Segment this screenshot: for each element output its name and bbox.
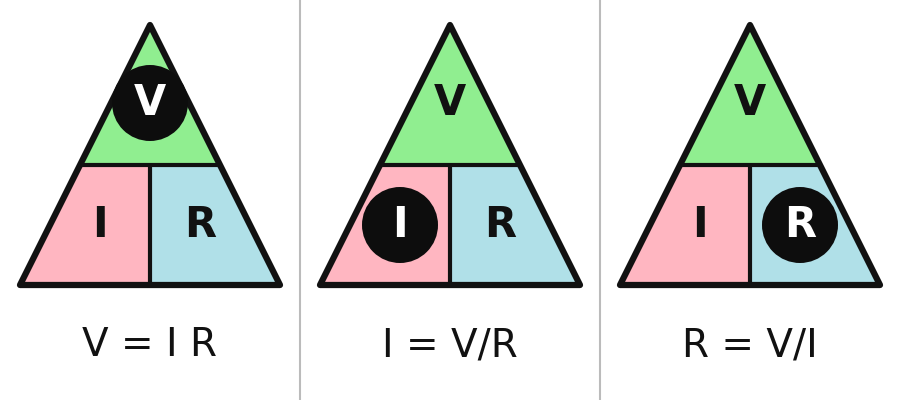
Polygon shape [320,165,450,285]
Text: R: R [184,204,216,246]
Text: I: I [92,204,108,246]
Polygon shape [620,165,750,285]
Circle shape [762,187,838,263]
Text: V: V [434,82,466,124]
Text: R: R [484,204,516,246]
Circle shape [112,65,188,141]
Polygon shape [150,165,280,285]
Polygon shape [380,25,520,165]
Polygon shape [20,165,150,285]
Polygon shape [750,165,880,285]
Circle shape [362,187,438,263]
Text: V: V [734,82,766,124]
Text: V: V [134,82,166,124]
Text: I = V/R: I = V/R [382,326,518,364]
Text: I: I [692,204,707,246]
Text: V = I R: V = I R [83,326,218,364]
Text: I: I [392,204,408,246]
Polygon shape [450,165,580,285]
Text: R: R [784,204,816,246]
Polygon shape [680,25,820,165]
Text: R = V/I: R = V/I [682,326,818,364]
Polygon shape [80,25,220,165]
